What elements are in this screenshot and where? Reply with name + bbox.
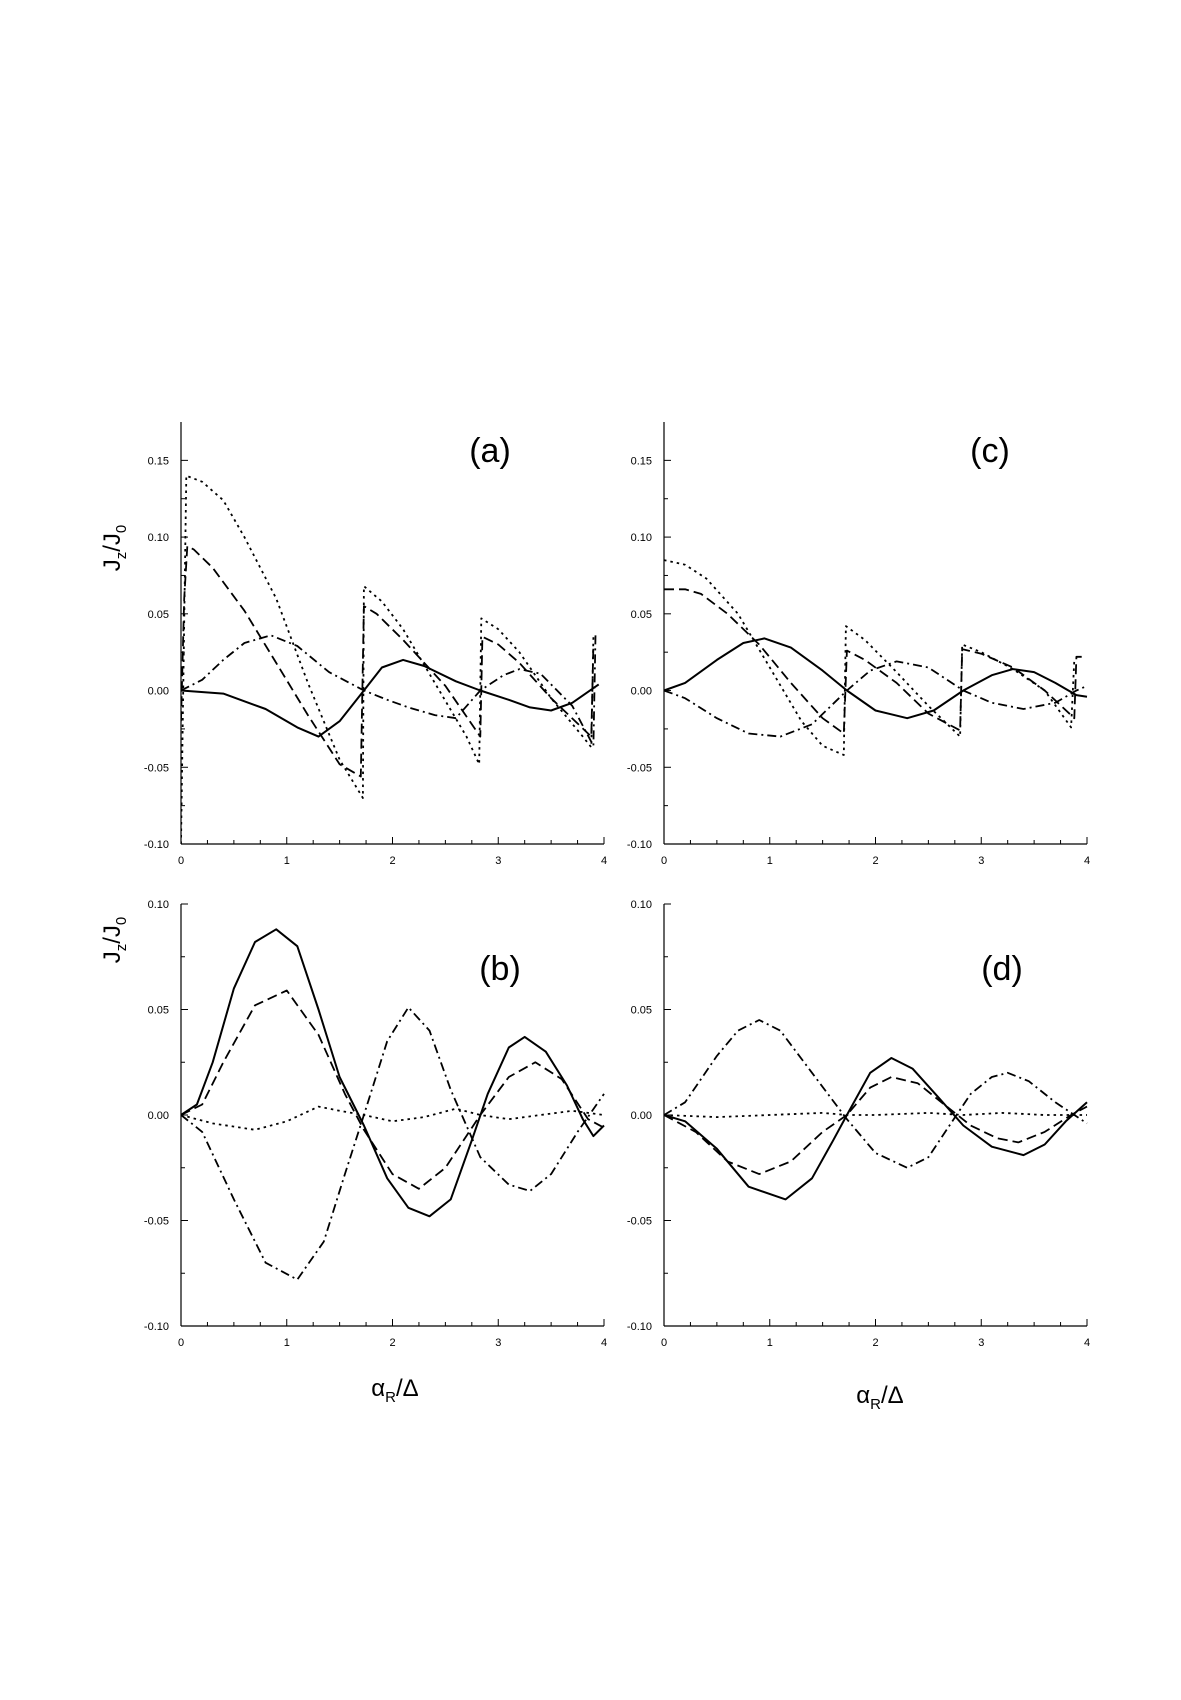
y-tick-label: -0.10: [144, 1321, 169, 1333]
series-solid-line: [664, 1057, 1088, 1201]
x-tick-label: 2: [872, 1337, 878, 1349]
panel-label: (a): [469, 432, 511, 470]
series-solid-line: [664, 637, 1088, 720]
y-tick-label: 0.00: [148, 1110, 169, 1122]
y-tick-label: -0.05: [627, 762, 652, 774]
series-dashed-line: [664, 588, 1082, 735]
y-tick-label: 0.10: [148, 899, 169, 911]
series-dashed-line: [664, 1076, 1088, 1175]
y-tick-label: 0.05: [631, 1005, 652, 1017]
x-tick-label: 2: [389, 1337, 395, 1349]
x-tick-label: 0: [178, 855, 184, 867]
y-tick-label: 0.05: [631, 609, 652, 621]
series-dotted-line: [664, 559, 1076, 756]
panel-c: -0.10 -0.05 0.00 0.05 0.10 0.15 0 1 2 3 4 (c): [627, 422, 1090, 867]
x-tick-label: 3: [978, 1337, 984, 1349]
panel-b: -0.10 -0.05 0.00 0.05 0.10 0 1 2 3 4 (b): [144, 899, 607, 1349]
x-axis-label-left: αR/Δ: [371, 1375, 418, 1406]
y-tick-label: -0.05: [144, 1216, 169, 1228]
y-tick-label: -0.10: [627, 1321, 652, 1333]
panel-d: -0.10 -0.05 0.00 0.05 0.10 0 1 2 3 4 (d): [627, 899, 1090, 1349]
x-tick-label: 1: [284, 1337, 290, 1349]
y-axis-label-bottom: Jz/J0: [99, 917, 130, 964]
y-tick-label: 0.10: [631, 899, 652, 911]
series-dashdot-line: [181, 1006, 605, 1281]
y-tick-label: -0.10: [144, 839, 169, 851]
panel-label: (c): [970, 432, 1010, 470]
panel-a: -0.10 -0.05 0.00 0.05 0.10 0.15 0 1 2 3 4 (a): [144, 422, 607, 867]
series-dashed-line: [181, 545, 595, 778]
y-tick-label: 0.00: [631, 1110, 652, 1122]
panels: -0.10-0.050.000.050.100.150 1 2 3 4(a)-0.10-…: [144, 422, 1090, 1349]
x-tick-label: 4: [1084, 855, 1090, 867]
series-dotted-line: [664, 1112, 1087, 1118]
y-tick-label: 0.00: [631, 686, 652, 698]
series-dotted-line: [181, 1105, 605, 1131]
x-tick-label: 0: [661, 855, 667, 867]
y-tick-label: -0.05: [627, 1216, 652, 1228]
panel-label: (b): [479, 950, 521, 988]
y-tick-label: 0.15: [631, 455, 652, 467]
x-tick-label: 1: [284, 855, 290, 867]
series-dashdot-line: [181, 634, 597, 747]
y-axis-label-top: Jz/J0: [99, 525, 130, 572]
series-dashdot-line: [664, 1019, 1088, 1169]
x-tick-label: 4: [1084, 1337, 1090, 1349]
y-tick-label: -0.05: [144, 762, 169, 774]
y-tick-label: 0.00: [148, 686, 169, 698]
y-tick-label: 0.15: [148, 455, 169, 467]
x-axis-label-right: αR/Δ: [856, 1382, 903, 1413]
x-tick-label: 4: [601, 855, 607, 867]
x-tick-label: 2: [872, 855, 878, 867]
series-solid-line: [181, 658, 600, 738]
x-tick-label: 0: [178, 1337, 184, 1349]
x-tick-label: 3: [978, 855, 984, 867]
x-tick-label: 0: [661, 1337, 667, 1349]
y-tick-label: 0.05: [148, 1005, 169, 1017]
x-tick-label: 1: [767, 855, 773, 867]
series-dashdot-line: [664, 660, 1088, 738]
y-tick-label: 0.05: [148, 609, 169, 621]
x-tick-label: 1: [767, 1337, 773, 1349]
y-tick-label: -0.10: [627, 839, 652, 851]
x-tick-label: 4: [601, 1337, 607, 1349]
x-tick-label: 2: [389, 855, 395, 867]
x-tick-label: 3: [495, 1337, 501, 1349]
series-solid-line: [181, 928, 605, 1218]
y-tick-label: 0.10: [631, 532, 652, 544]
panel-label: (d): [981, 950, 1023, 988]
series-dotted-line: [181, 474, 595, 845]
y-tick-label: 0.10: [148, 532, 169, 544]
series-dashed-line: [181, 989, 605, 1190]
x-tick-label: 3: [495, 855, 501, 867]
